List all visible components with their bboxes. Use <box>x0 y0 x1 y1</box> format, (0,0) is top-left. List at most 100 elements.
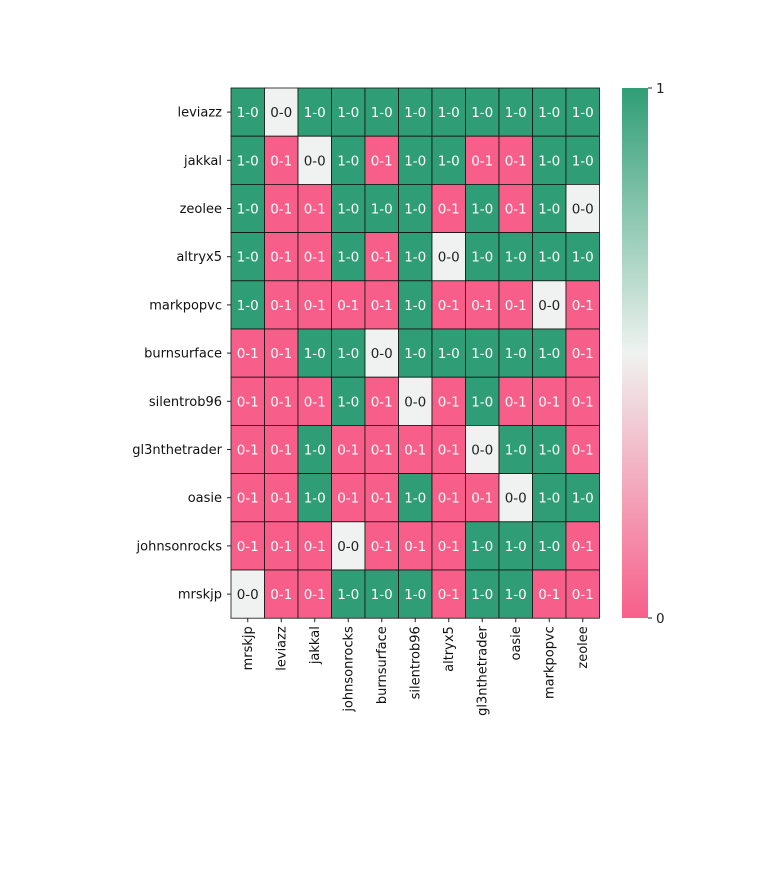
cell-label: 0-1 <box>471 491 493 507</box>
cell-label: 0-0 <box>505 491 527 507</box>
cell-label: 1-0 <box>404 153 426 169</box>
cell-label: 0-1 <box>572 443 594 459</box>
heatmap-cell <box>565 87 600 137</box>
heatmap-cell <box>565 280 600 330</box>
cell-label: 0-1 <box>337 443 359 459</box>
cell-label: 0-1 <box>337 298 359 314</box>
heatmap-cell <box>532 232 567 282</box>
heatmap-cell <box>565 424 600 474</box>
cell-label: 0-1 <box>438 394 460 410</box>
row-labels: leviazz jakkal zeolee altryx5 markpopvc burns… <box>131 104 231 604</box>
cell-label: 1-0 <box>572 250 594 266</box>
colorbar-gradient <box>622 88 648 618</box>
cell-label: 0-1 <box>505 153 527 169</box>
heatmap-cell <box>398 376 433 426</box>
heatmap-cell <box>364 569 399 619</box>
heatmap-cell <box>431 280 466 330</box>
heatmap-cell <box>331 424 366 474</box>
row-label: leviazz <box>177 106 222 121</box>
cell-label: 1-0 <box>404 346 426 362</box>
cell-label: 0-1 <box>270 202 292 218</box>
cell-label: 1-0 <box>471 250 493 266</box>
cell-label: 1-0 <box>404 491 426 507</box>
cell-label: 1-0 <box>371 202 393 218</box>
cell-label: 1-0 <box>505 587 527 603</box>
heatmap-cell <box>297 87 332 137</box>
cell-label: 1-0 <box>304 105 326 121</box>
cell-label: 0-1 <box>237 443 259 459</box>
cell-label: 1-0 <box>572 105 594 121</box>
cell-label: 0-1 <box>371 250 393 266</box>
heatmap-cell <box>398 135 433 185</box>
heatmap-cell <box>498 232 533 282</box>
heatmap-cell <box>230 473 265 523</box>
heatmap-cell <box>532 569 567 619</box>
cell-label: 0-1 <box>438 587 460 603</box>
heatmap-cell <box>398 232 433 282</box>
heatmap-cell <box>498 328 533 378</box>
cell-label: 0-0 <box>337 539 359 555</box>
cell-label: 0-1 <box>438 202 460 218</box>
heatmap-cell <box>431 232 466 282</box>
heatmap-cell <box>297 232 332 282</box>
cell-label: 1-0 <box>538 202 560 218</box>
heatmap-cell <box>532 424 567 474</box>
row-label: altryx5 <box>176 250 222 265</box>
row-label: mrskjp <box>178 588 222 603</box>
cell-label: 1-0 <box>337 587 359 603</box>
heatmap-cell <box>465 473 500 523</box>
heatmap-cell <box>297 521 332 571</box>
cell-label: 1-0 <box>304 443 326 459</box>
heatmap-cell <box>364 521 399 571</box>
heatmap-cell <box>565 183 600 233</box>
cell-label: 0-1 <box>438 491 460 507</box>
column-label: leviazz <box>275 626 290 671</box>
heatmap-cell <box>230 135 265 185</box>
column-label: altryx5 <box>442 626 457 672</box>
cell-label: 1-0 <box>237 250 259 266</box>
column-label: gl3nthetrader <box>476 626 491 716</box>
heatmap-cell <box>465 521 500 571</box>
heatmap-cell <box>264 280 299 330</box>
heatmap-cell <box>297 473 332 523</box>
cell-label: 1-0 <box>538 346 560 362</box>
cell-label: 0-1 <box>572 346 594 362</box>
heatmap-cell <box>431 183 466 233</box>
heatmap-cell <box>230 424 265 474</box>
heatmap-cell <box>364 135 399 185</box>
cell-label: 0-1 <box>270 587 292 603</box>
heatmap-cell <box>398 521 433 571</box>
cell-label: 0-1 <box>237 346 259 362</box>
heatmap-cell <box>565 328 600 378</box>
cell-label: 0-0 <box>304 153 326 169</box>
cell-label: 0-1 <box>371 491 393 507</box>
row-label: zeolee <box>180 202 222 217</box>
cell-label: 0-1 <box>304 202 326 218</box>
cell-label: 1-0 <box>471 202 493 218</box>
colorbar: 10 <box>622 81 665 627</box>
cell-label: 1-0 <box>237 298 259 314</box>
heatmap-cell <box>498 473 533 523</box>
cell-label: 0-1 <box>471 153 493 169</box>
cell-label: 0-0 <box>404 394 426 410</box>
row-label: oasie <box>188 491 222 506</box>
heatmap-cell <box>398 569 433 619</box>
cell-label: 1-0 <box>471 587 493 603</box>
cell-label: 0-0 <box>270 105 292 121</box>
cell-label: 0-1 <box>438 443 460 459</box>
heatmap-cell <box>431 424 466 474</box>
cell-label: 0-1 <box>505 202 527 218</box>
cell-label: 0-1 <box>270 250 292 266</box>
row-label: burnsurface <box>144 347 222 362</box>
heatmap-cell <box>431 376 466 426</box>
cell-label: 0-0 <box>438 250 460 266</box>
cell-label: 0-1 <box>304 539 326 555</box>
cell-label: 1-0 <box>237 202 259 218</box>
cell-label: 1-0 <box>538 443 560 459</box>
cell-label: 1-0 <box>337 346 359 362</box>
colorbar-tick-label: 1 <box>656 81 665 97</box>
heatmap-cell <box>230 183 265 233</box>
cell-label: 1-0 <box>371 587 393 603</box>
cell-label: 1-0 <box>505 105 527 121</box>
